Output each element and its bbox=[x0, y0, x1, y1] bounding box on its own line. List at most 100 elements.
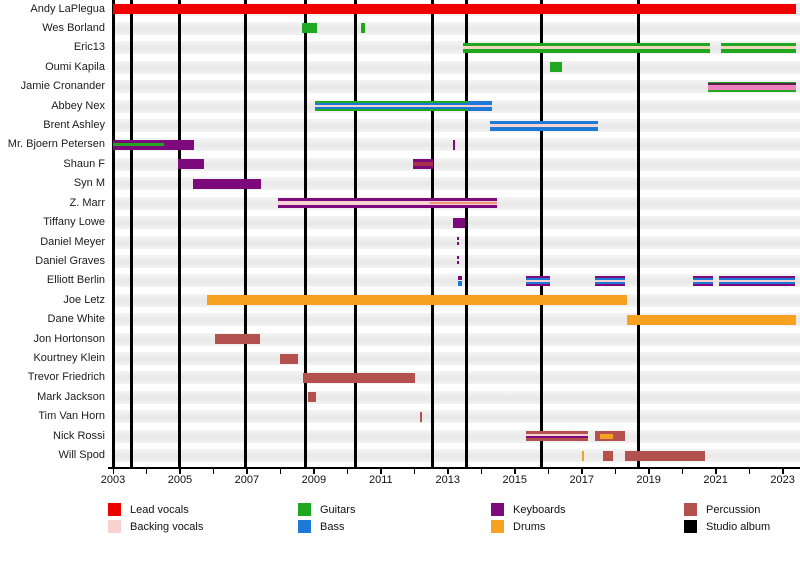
row-band-kourtney-klein bbox=[113, 352, 800, 366]
legend-swatch-lead-vocals bbox=[108, 503, 121, 516]
x-axis-tick bbox=[279, 469, 282, 474]
member-label-abbey-nex: Abbey Nex bbox=[51, 99, 105, 112]
row-band-mark-jackson bbox=[113, 390, 800, 404]
studio-album-line bbox=[431, 0, 435, 468]
x-axis-tick bbox=[447, 469, 449, 474]
legend-label-bass: Bass bbox=[320, 521, 345, 533]
timeline-bar-shaun-f bbox=[412, 159, 433, 170]
member-label-wes-borland: Wes Borland bbox=[42, 21, 105, 34]
member-label-shaun-f: Shaun F bbox=[63, 157, 105, 170]
role-stripe-backing bbox=[525, 433, 589, 439]
timeline-bar-tim-van-horn bbox=[419, 411, 422, 422]
member-label-eric13: Eric13 bbox=[73, 41, 105, 54]
x-axis-year-label: 2023 bbox=[770, 474, 795, 486]
member-label-mr-bjoern-petersen: Mr. Bjoern Petersen bbox=[7, 138, 105, 151]
role-stripe-dark_magenta bbox=[707, 83, 796, 86]
x-axis-tick bbox=[313, 469, 315, 474]
role-stripe-backing bbox=[278, 200, 497, 206]
studio-album-line bbox=[129, 0, 133, 468]
member-label-dane-white: Dane White bbox=[47, 313, 105, 326]
x-axis-tick bbox=[514, 469, 516, 474]
role-stripe-keyboards bbox=[525, 436, 589, 439]
x-axis-tick bbox=[648, 469, 650, 474]
x-axis-year-label: 2011 bbox=[369, 474, 393, 486]
row-band-jamie-cronander bbox=[113, 80, 800, 94]
timeline-bar-will-spod bbox=[603, 450, 614, 461]
role-stripe-drums bbox=[599, 433, 614, 439]
timeline-bar-abbey-nex bbox=[467, 101, 492, 112]
studio-album-line bbox=[540, 0, 544, 468]
member-label-joe-letz: Joe Letz bbox=[63, 293, 105, 306]
legend-swatch-drums bbox=[491, 520, 504, 533]
x-axis-tick bbox=[413, 469, 416, 474]
timeline-bar-will-spod bbox=[624, 450, 705, 461]
timeline-bar-dane-white bbox=[626, 314, 796, 325]
row-band-mr-bjoern-petersen bbox=[113, 138, 800, 152]
legend-label-percussion: Percussion bbox=[706, 504, 761, 516]
x-axis-tick bbox=[212, 469, 215, 474]
timeline-bar-joe-letz bbox=[206, 295, 627, 306]
member-label-will-spod: Will Spod bbox=[58, 449, 105, 462]
timeline-bar-eric13 bbox=[720, 42, 796, 53]
timeline-bar-nick-rossi bbox=[525, 431, 589, 442]
role-stripe-backing bbox=[594, 279, 625, 282]
row-band-syn-m bbox=[113, 177, 800, 191]
x-axis-year-label: 2007 bbox=[234, 474, 260, 486]
legend-label-keyboards: Keyboards bbox=[513, 504, 566, 516]
role-stripe-guitars bbox=[113, 143, 164, 147]
role-stripe-bass bbox=[458, 281, 463, 286]
x-axis-tick bbox=[581, 469, 583, 474]
timeline-bar-elliott-berlin bbox=[458, 275, 463, 286]
timeline-bar-elliott-berlin bbox=[525, 275, 550, 286]
x-axis-tick bbox=[547, 469, 550, 474]
role-stripe-maroon bbox=[412, 162, 433, 167]
studio-album-line bbox=[637, 0, 641, 468]
timeline-bar-jamie-cronander bbox=[707, 81, 796, 92]
timeline-bar-will-spod bbox=[581, 450, 584, 461]
x-axis-line bbox=[108, 467, 800, 469]
legend-swatch-studio-album bbox=[684, 520, 697, 533]
legend-swatch-backing-vocals bbox=[108, 520, 121, 533]
role-stripe-backing bbox=[718, 279, 795, 282]
row-band-daniel-graves bbox=[113, 254, 800, 268]
legend-label-backing-vocals: Backing vocals bbox=[130, 521, 204, 533]
member-label-oumi-kapila: Oumi Kapila bbox=[45, 60, 105, 73]
y-axis-spine bbox=[111, 0, 115, 468]
timeline-bar-daniel-graves bbox=[456, 256, 459, 267]
x-axis-year-label: 2019 bbox=[636, 474, 661, 486]
x-axis-year-label: 2003 bbox=[100, 474, 126, 486]
member-label-elliott-berlin: Elliott Berlin bbox=[46, 274, 105, 287]
x-axis-year-label: 2015 bbox=[502, 474, 527, 486]
timeline-bar-andy-laplegua bbox=[113, 4, 796, 14]
role-stripe-pink bbox=[707, 85, 796, 90]
x-axis-tick bbox=[748, 469, 751, 474]
member-label-andy-laplegua: Andy LaPlegua bbox=[30, 2, 105, 15]
studio-album-line bbox=[354, 0, 358, 468]
member-label-nick-rossi: Nick Rossi bbox=[53, 429, 105, 442]
timeline-bar-z-marr bbox=[278, 198, 497, 209]
x-axis-tick bbox=[380, 469, 382, 474]
member-label-syn-m: Syn M bbox=[73, 177, 105, 190]
x-axis-year-label: 2009 bbox=[301, 474, 327, 486]
row-band-oumi-kapila bbox=[113, 60, 800, 74]
timeline-bar-daniel-meyer bbox=[456, 237, 459, 248]
role-stripe-backing bbox=[467, 105, 492, 108]
legend-swatch-guitars bbox=[298, 503, 311, 516]
member-label-jamie-cronander: Jamie Cronander bbox=[20, 80, 105, 93]
timeline-bar-trevor-friedrich bbox=[303, 372, 415, 383]
row-band-trevor-friedrich bbox=[113, 371, 800, 385]
legend-label-studio-album: Studio album bbox=[706, 521, 771, 533]
timeline-bar-shaun-f bbox=[178, 159, 205, 170]
x-axis-tick bbox=[346, 469, 349, 474]
role-stripe-backing bbox=[525, 279, 550, 282]
timeline-bar-elliott-berlin bbox=[718, 275, 795, 286]
x-axis-tick bbox=[480, 469, 483, 474]
timeline-bar-abbey-nex bbox=[314, 101, 468, 112]
timeline-bar-jon-hortonson bbox=[214, 334, 260, 345]
row-band-nick-rossi bbox=[113, 429, 800, 443]
timeline-bar-eric13 bbox=[462, 42, 710, 53]
row-band-wes-borland bbox=[113, 21, 800, 35]
member-label-trevor-friedrich: Trevor Friedrich bbox=[27, 371, 105, 384]
x-axis-tick bbox=[614, 469, 617, 474]
